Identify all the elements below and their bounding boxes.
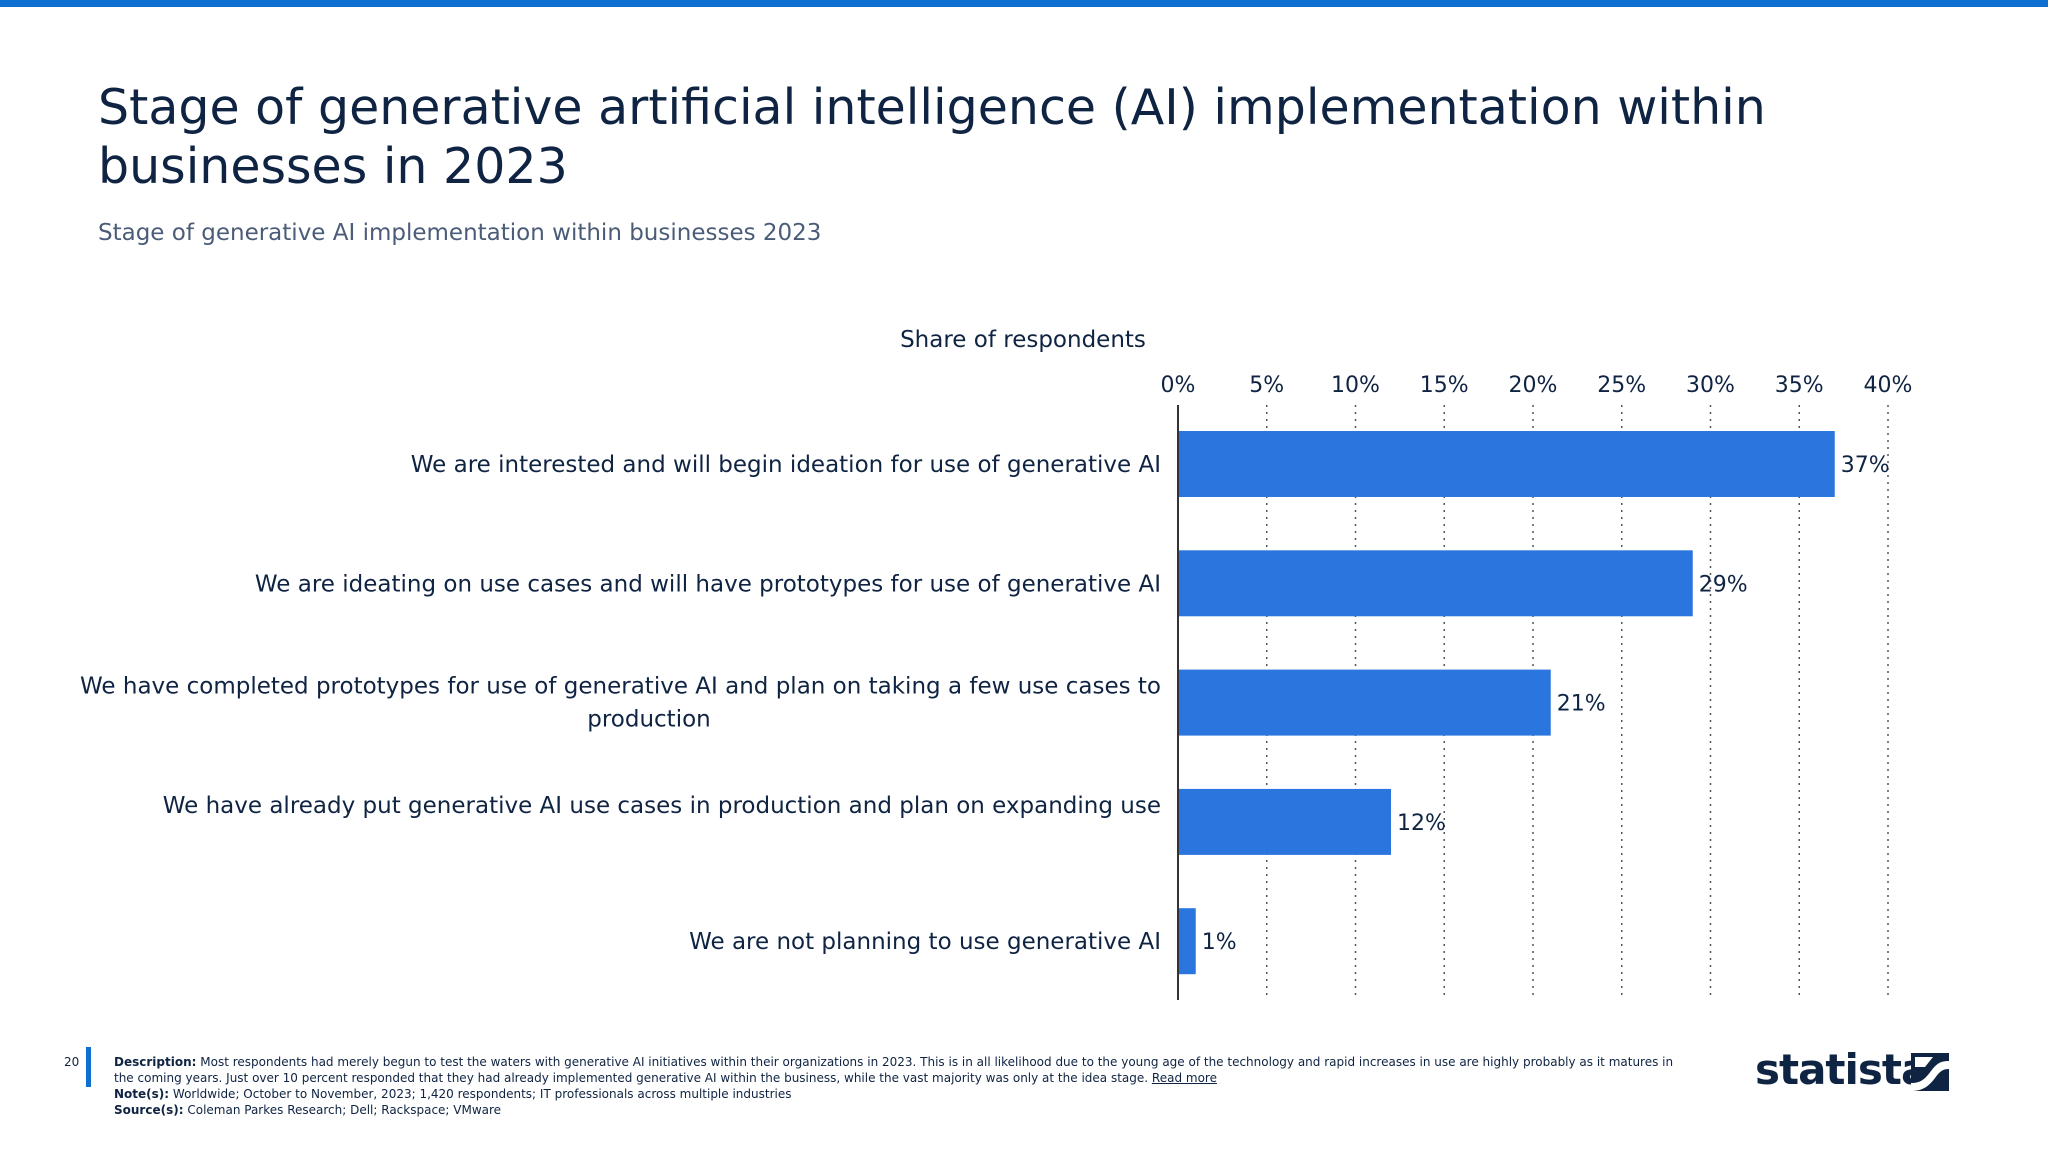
- source-text: Coleman Parkes Research; Dell; Rackspace…: [187, 1103, 502, 1117]
- bar-chart: Share of respondents 0% 5% 10% 15% 20% 25% 30% 3…: [80, 327, 1913, 1000]
- source-label: Source(s):: [114, 1103, 184, 1117]
- x-tick-label: 10%: [1331, 373, 1380, 398]
- x-tick-label: 40%: [1864, 373, 1913, 398]
- note-line: Note(s): Worldwide; October to November,…: [114, 1086, 1694, 1102]
- value-label: 1%: [1202, 930, 1237, 955]
- note-text: Worldwide; October to November, 2023; 1,…: [172, 1087, 792, 1101]
- x-tick-label: 15%: [1420, 373, 1469, 398]
- note-label: Note(s):: [114, 1087, 170, 1101]
- x-tick-label: 35%: [1775, 373, 1824, 398]
- value-label: 29%: [1699, 572, 1748, 597]
- read-more-link[interactable]: Read more: [1151, 1071, 1217, 1085]
- x-tick-label: 25%: [1597, 373, 1646, 398]
- bar: [1178, 669, 1551, 736]
- source-line: Source(s): Coleman Parkes Research; Dell…: [114, 1102, 1694, 1118]
- description-text: Most respondents had merely begun to tes…: [114, 1055, 1674, 1085]
- x-tick-label: 0%: [1161, 373, 1196, 398]
- x-axis-title: Share of respondents: [900, 327, 1146, 353]
- page-subtitle: Stage of generative AI implementation wi…: [98, 220, 822, 246]
- bar: [1178, 788, 1391, 855]
- x-tick-label: 5%: [1249, 373, 1284, 398]
- page-number-bar: [86, 1047, 91, 1087]
- statista-logo-icon: [1911, 1053, 1949, 1091]
- bar: [1178, 908, 1196, 975]
- page-title: Stage of generative artificial intellige…: [98, 79, 1766, 195]
- logo-wordmark: statista: [1755, 1045, 1929, 1094]
- bar: [1178, 431, 1835, 497]
- footer-notes: Description: Most respondents had merely…: [114, 1054, 1694, 1118]
- category-label: We have completed prototypes for use of …: [80, 674, 1161, 700]
- category-label: We are ideating on use cases and will ha…: [255, 571, 1161, 597]
- category-label: We are not planning to use generative AI: [689, 929, 1161, 955]
- footer: 20 Description: Most respondents had mer…: [0, 1040, 2048, 1152]
- category-label: We have already put generative AI use ca…: [163, 793, 1161, 819]
- x-tick-label: 20%: [1509, 373, 1558, 398]
- value-label: 21%: [1557, 692, 1606, 717]
- description-label: Description:: [114, 1055, 197, 1069]
- top-accent-bar: [0, 0, 2048, 7]
- description-line: Description: Most respondents had merely…: [114, 1054, 1694, 1086]
- bar: [1178, 550, 1693, 617]
- value-label: 12%: [1397, 811, 1446, 836]
- category-label: We are interested and will begin ideatio…: [411, 452, 1161, 478]
- page-number: 20: [64, 1055, 80, 1069]
- x-tick-label: 30%: [1686, 373, 1735, 398]
- value-label: 37%: [1841, 453, 1890, 478]
- category-label: production: [587, 707, 711, 733]
- statista-logo[interactable]: statista: [1755, 1045, 1955, 1095]
